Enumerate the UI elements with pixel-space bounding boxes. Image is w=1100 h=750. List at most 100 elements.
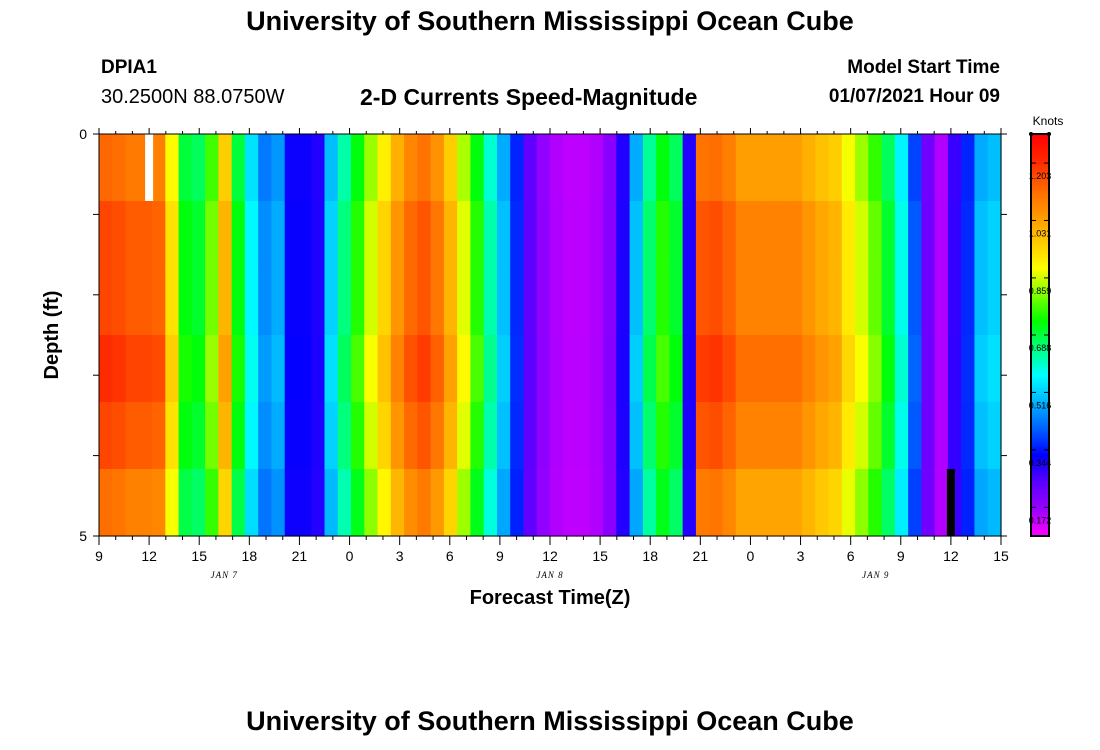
surface-marker	[145, 134, 154, 201]
heatmap-cell	[908, 402, 923, 470]
heatmap-cell	[205, 201, 219, 269]
heatmap-cell	[125, 335, 140, 403]
heatmap-cell	[735, 469, 750, 537]
heatmap-cell	[523, 201, 538, 269]
heatmap-cell	[695, 335, 710, 403]
heatmap-cell	[881, 134, 896, 202]
heatmap-cell	[987, 134, 1002, 202]
heatmap-cell	[788, 469, 803, 537]
heatmap-cell	[510, 335, 525, 403]
heatmap-cell	[536, 335, 551, 403]
heatmap-cell	[178, 335, 193, 403]
heatmap-cell	[377, 268, 392, 336]
heatmap-cell	[178, 402, 193, 470]
heatmap-cell	[430, 402, 445, 470]
heatmap-cell	[629, 268, 644, 336]
heatmap-cell	[457, 335, 472, 403]
heatmap-cell	[868, 469, 883, 537]
heatmap-cell	[748, 402, 763, 470]
heatmap-cell	[152, 134, 166, 202]
heatmap-cell	[377, 402, 392, 470]
heatmap-cell	[191, 201, 206, 269]
heatmap-cell	[629, 335, 644, 403]
heatmap-cell	[496, 469, 511, 537]
heatmap-cell	[244, 469, 259, 537]
heatmap-cell	[470, 335, 485, 403]
date-labels: JAN 7 JAN 8 JAN 9	[211, 570, 889, 580]
heatmap-cell	[297, 469, 312, 537]
heatmap-cell	[536, 268, 551, 336]
heatmap-cell	[788, 335, 803, 403]
heatmap-cell	[178, 469, 193, 537]
heatmap-cell	[417, 402, 432, 470]
heatmap-cell	[364, 335, 379, 403]
heatmap-cell	[576, 268, 591, 336]
heatmap-cell	[921, 268, 936, 336]
heatmap-cell	[138, 402, 153, 470]
x-axis: 9 12 15 18 21 0 3 6 9 12 15 18 21 0 3 6 9 12 15	[95, 128, 1009, 564]
heatmap-cell	[987, 402, 1002, 470]
heatmap-cell	[510, 134, 525, 202]
heatmap-cell	[669, 335, 684, 403]
heatmap-cell	[802, 201, 816, 269]
x-tick-label: 15	[191, 548, 207, 564]
x-tick-label: 15	[993, 548, 1009, 564]
heatmap-cell	[337, 134, 352, 202]
colorbar: 1.203 1.031 0.859 0.688 0.516 0.344 0.172	[1029, 132, 1052, 537]
heatmap-cell	[165, 335, 180, 403]
x-tick-label: 9	[95, 548, 103, 564]
heatmap-cell	[536, 134, 551, 202]
heatmap-cell	[337, 335, 352, 403]
heatmap-cell	[205, 402, 219, 470]
heatmap-cell	[99, 469, 113, 537]
heatmap-cell	[748, 335, 763, 403]
heatmap-cell	[231, 335, 246, 403]
heatmap-cell	[709, 335, 724, 403]
heatmap-cell	[629, 134, 644, 202]
station-id: DPIA1	[101, 57, 157, 78]
heatmap-cell	[125, 201, 140, 269]
heatmap-cell	[921, 201, 936, 269]
heatmap-cell	[735, 335, 750, 403]
heatmap-cell	[457, 402, 472, 470]
heatmap-cell	[138, 201, 153, 269]
heatmap-cell	[271, 134, 286, 202]
heatmap-cell	[271, 268, 286, 336]
heatmap-cell	[961, 402, 976, 470]
heatmap-cell	[947, 268, 962, 336]
heatmap-cell	[364, 134, 379, 202]
heatmap-cell	[271, 335, 286, 403]
heatmap-cell	[709, 268, 724, 336]
colorbar-tick-label: 1.203	[1029, 171, 1052, 181]
heatmap-cell	[417, 134, 432, 202]
heatmap-cell	[112, 402, 127, 470]
station-location: 30.2500N 88.0750W	[101, 86, 285, 108]
heatmap-cell	[178, 134, 193, 202]
y-tick-label: 0	[79, 126, 87, 142]
heatmap-cell	[908, 134, 923, 202]
heatmap-cell	[974, 402, 989, 470]
heatmap-cell	[682, 201, 697, 269]
heatmap-cell	[589, 335, 604, 403]
heatmap-cell	[496, 268, 511, 336]
heatmap-cell	[404, 469, 418, 537]
heatmap-cell	[815, 335, 830, 403]
heatmap-cell	[351, 268, 365, 336]
heatmap-cell	[178, 268, 193, 336]
heatmap-cell	[616, 335, 631, 403]
heatmap-cell	[271, 469, 286, 537]
heatmap-cell	[894, 469, 909, 537]
x-tick-label: 12	[141, 548, 157, 564]
heatmap-cell	[894, 134, 909, 202]
heatmap-cell	[616, 134, 631, 202]
heatmap-cell	[616, 201, 631, 269]
heatmap-cell	[258, 134, 273, 202]
y-axis: 05	[79, 126, 1007, 544]
heatmap-cell	[457, 268, 472, 336]
heatmap-cell	[788, 134, 803, 202]
x-tick-label: 18	[242, 548, 258, 564]
heatmap-cell	[496, 402, 511, 470]
heatmap-cell	[682, 335, 697, 403]
heatmap-markers	[145, 134, 955, 536]
heatmap-cell	[324, 134, 339, 202]
